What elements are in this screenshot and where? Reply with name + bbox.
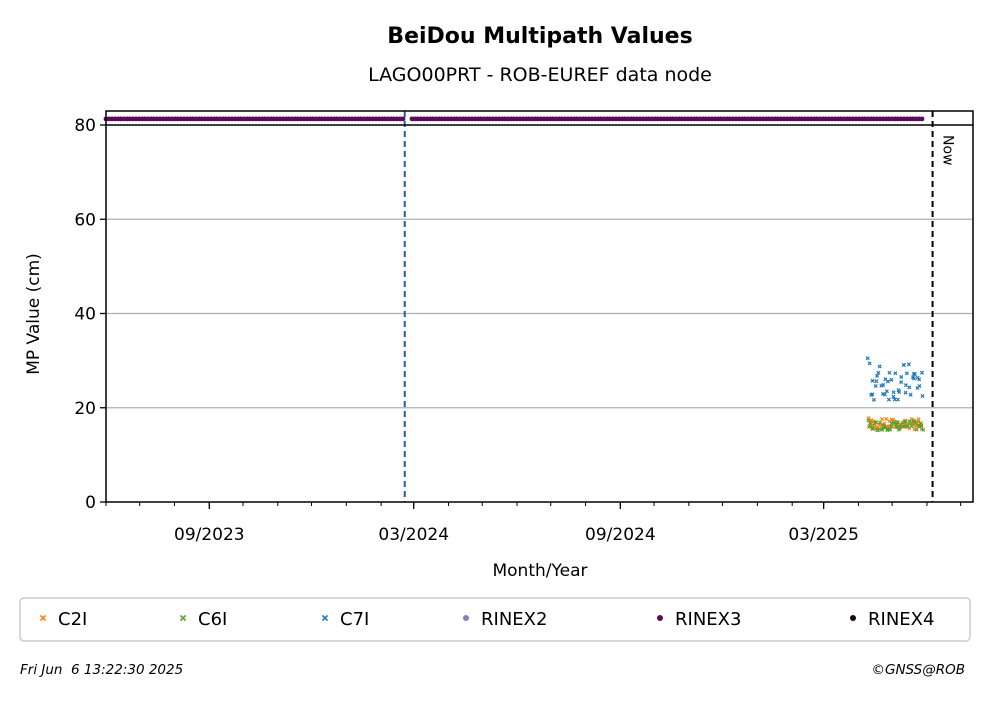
legend-label: C7I [340,609,369,630]
series-point-c7i [887,370,892,375]
series-point-c6i [921,427,926,432]
series-point-c6i [898,425,903,430]
series-point-c7i [897,389,902,394]
series-point-c6i [903,424,908,429]
y-tick-label: 40 [74,305,96,325]
y-tick-label: 80 [74,116,96,136]
series-point-c6i [870,426,875,431]
series-point-c7i [904,371,909,376]
series-point-c6i [874,420,879,425]
series-point-c6i [903,419,908,424]
series-point-c7i [870,378,875,383]
series-point-c7i [875,373,880,378]
series-point-c7i [908,392,913,397]
series-point-c7i [917,377,922,382]
series-point-c7i [891,390,896,395]
series-point-c7i [877,364,882,369]
legend-box [19,597,971,642]
series-point-c7i [889,377,894,382]
legend-label: RINEX3 [675,609,741,630]
chart-subtitle: LAGO00PRT - ROB-EUREF data node [368,64,712,86]
series-point-c7i [899,380,904,385]
series-point-c7i [906,362,911,367]
x-tick-label: 09/2023 [174,525,245,545]
series-point-c6i [876,428,881,433]
series-point-c6i [888,427,893,432]
series-point-c6i [878,420,883,425]
series-point-c7i [899,374,904,380]
series-point-c7i [876,370,881,375]
series-point-c6i [896,427,901,432]
series-point-c7i [870,392,875,397]
series-point-c7i [884,389,889,394]
series-point-c7i [892,397,897,402]
series-point-c7i [871,397,876,402]
series-point-c7i [895,397,900,402]
series-point-c7i [867,361,872,366]
series-point-c7i [903,390,908,395]
series-point-c7i [920,393,925,398]
y-tick-label: 0 [85,493,96,513]
legend-marker [39,614,47,622]
now-label: Now [940,135,956,166]
series-point-c6i [895,420,900,425]
legend-marker [321,614,329,622]
series-point-c7i [886,397,891,402]
series-point-c6i [913,420,918,425]
legend-label: RINEX2 [481,609,547,630]
y-tick-label: 20 [74,399,96,419]
series-point-rinex3 [919,116,925,122]
series-point-c7i [907,385,912,390]
series-point-c6i [868,420,873,425]
y-axis-label: MP Value (cm) [24,253,44,375]
series-point-c7i [881,382,886,387]
series-point-c7i [911,371,916,377]
legend: C2I C6I C7I RINEX2 RINEX3 RINEX4 [19,597,971,642]
series-point-c2i [880,417,885,422]
legend-marker [850,615,856,621]
footer-timestamp: Fri Jun 6 13:22:30 2025 [20,662,183,678]
series-point-c7i [912,371,917,376]
legend-marker [179,614,187,622]
x-axis-label: Month/Year [492,561,587,581]
legend-marker [657,615,663,621]
legend-label: RINEX4 [868,609,934,630]
x-tick-label: 03/2024 [378,525,449,545]
series-point-c7i [874,379,879,384]
series-point-c2i [916,417,921,422]
series-point-c7i [911,376,917,381]
series-point-c7i [882,392,887,397]
series-point-c7i [865,356,870,361]
y-tick-label: 60 [74,210,96,230]
series-point-c7i [873,383,878,389]
x-tick-label: 03/2025 [788,525,859,545]
series-point-c7i [901,362,906,368]
chart-title: BeiDou Multipath Values [387,24,692,49]
series-point-c2i [884,416,889,422]
series-point-c7i [917,383,922,388]
series-point-c7i [903,383,908,388]
series-point-c7i [891,394,896,399]
series-point-c7i [919,370,924,375]
legend-label: C6I [198,609,227,630]
legend-marker [463,615,469,621]
footer-credit: ©GNSS@ROB [872,662,966,678]
series-point-rinex3 [400,116,406,122]
plot-frame [105,110,974,503]
series-point-c7i [885,379,890,384]
x-tick-label: 09/2024 [585,525,656,545]
series-point-c7i [893,371,898,376]
series-point-c6i [914,427,919,432]
legend-label: C2I [58,609,87,630]
series-point-c6i [919,424,924,429]
series-point-c6i [918,420,923,426]
